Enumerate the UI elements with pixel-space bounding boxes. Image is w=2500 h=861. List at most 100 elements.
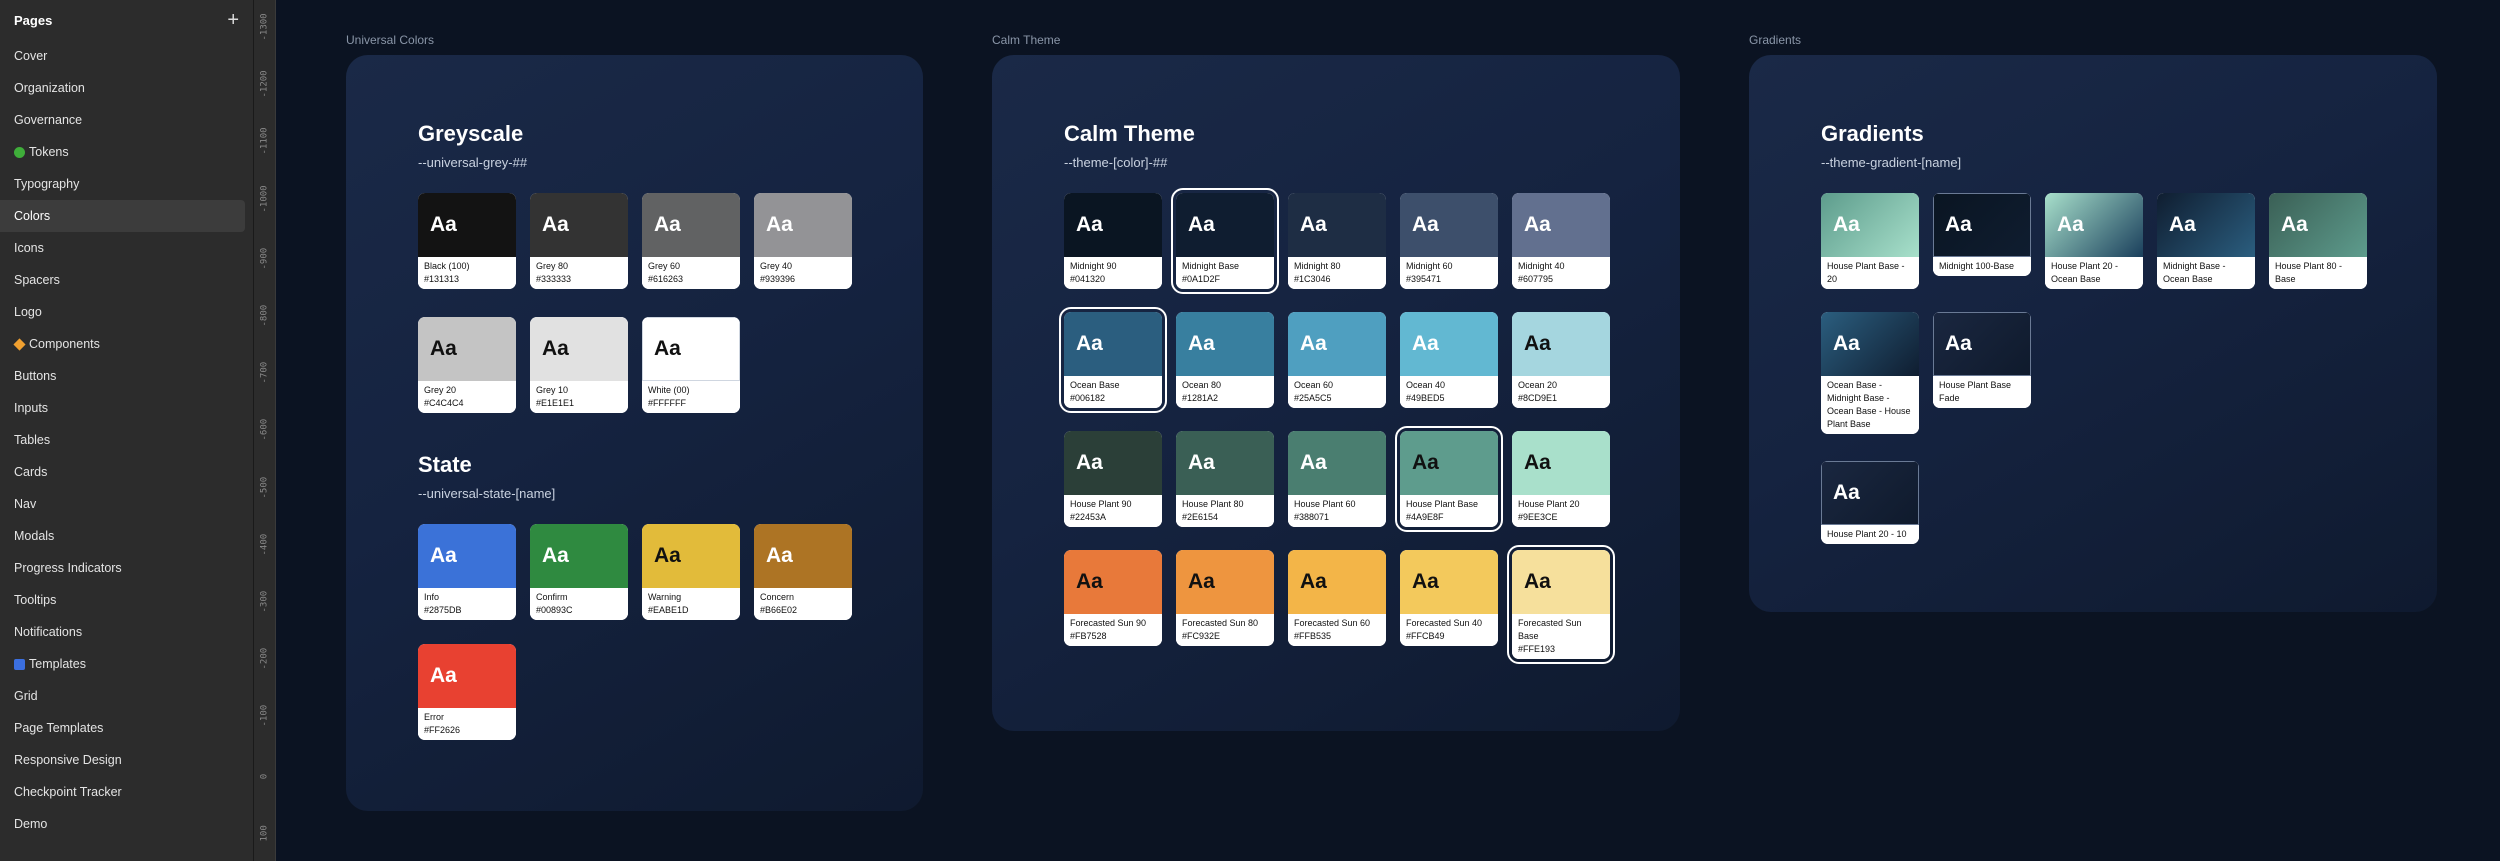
color-swatch[interactable]: Aa Forecasted Sun 60 #FFB535 [1288,550,1386,646]
page-item-cover[interactable]: Cover [0,40,245,72]
swatch-hex: #2E6154 [1182,512,1219,522]
color-swatch[interactable]: Aa Grey 80 #333333 [530,193,628,289]
swatch-sample: Aa [1064,550,1162,614]
page-item-label: Icons [14,241,44,255]
swatch-sample: Aa [1064,312,1162,376]
blue-square-icon [14,658,25,670]
gradient-swatch[interactable]: Aa House Plant 20 - 10 [1821,461,1919,544]
page-item-label: Demo [14,817,48,831]
page-item-governance[interactable]: Governance [0,104,245,136]
swatch-hex: #25A5C5 [1294,393,1332,403]
page-item-inputs[interactable]: Inputs [0,392,245,424]
color-swatch[interactable]: Aa Grey 10 #E1E1E1 [530,317,628,413]
frame-label-universal-colors[interactable]: Universal Colors [346,33,435,47]
gradient-swatch[interactable]: Aa House Plant 80 - Base [2269,193,2367,289]
color-swatch[interactable]: Aa Grey 40 #939396 [754,193,852,289]
page-item-tables[interactable]: Tables [0,424,245,456]
color-swatch[interactable]: Aa Forecasted Sun 40 #FFCB49 [1400,550,1498,646]
page-item-checkpoint-tracker[interactable]: Checkpoint Tracker [0,776,245,808]
color-swatch[interactable]: Aa Ocean 60 #25A5C5 [1288,312,1386,408]
pages-sidebar: Pages + Cover Organization Governance Token… [0,0,254,861]
page-item-grid[interactable]: Grid [0,680,245,712]
page-item-responsive-design[interactable]: Responsive Design [0,744,245,776]
pages-header: Pages + [0,0,253,40]
color-swatch[interactable]: Aa Warning #EABE1D [642,524,740,620]
page-item-tooltips[interactable]: Tooltips [0,584,245,616]
color-swatch[interactable]: Aa White (00) #FFFFFF [642,317,740,413]
swatch-label: Ocean 60 #25A5C5 [1288,376,1386,408]
swatch-sample: Aa [642,193,740,257]
gradients-subtitle: --theme-gradient-[name] [1821,155,1962,170]
page-item-label: Tooltips [14,593,57,607]
page-item-demo[interactable]: Demo [0,808,245,840]
page-item-icons[interactable]: Icons [0,232,245,264]
page-item-label: Typography [14,177,80,191]
swatch-hex: #607795 [1518,274,1554,284]
color-swatch[interactable]: Aa Forecasted Sun Base #FFE193 [1507,545,1615,664]
swatch-hex: #FF2626 [424,725,461,735]
color-swatch[interactable]: Aa Concern #B66E02 [754,524,852,620]
swatch-label: Ocean 40 #49BED5 [1400,376,1498,408]
swatch-sample: Aa [1400,431,1498,495]
color-swatch[interactable]: Aa Midnight 80 #1C3046 [1288,193,1386,289]
color-swatch[interactable]: Aa Info #2875DB [418,524,516,620]
color-swatch[interactable]: Aa House Plant 80 #2E6154 [1176,431,1274,527]
color-swatch[interactable]: Aa House Plant 60 #388071 [1288,431,1386,527]
color-swatch[interactable]: Aa Midnight 40 #607795 [1512,193,1610,289]
swatch-sample: Aa [418,193,516,257]
color-swatch[interactable]: Aa Error #FF2626 [418,644,516,740]
gradient-swatch[interactable]: Aa Midnight 100-Base [1933,193,2031,276]
color-swatch[interactable]: Aa Confirm #00893C [530,524,628,620]
gradient-swatch[interactable]: Aa House Plant 20 - Ocean Base [2045,193,2143,289]
swatch-hex: #006182 [1070,393,1106,403]
pages-title: Pages [14,12,53,28]
page-item-progress-indicators[interactable]: Progress Indicators [0,552,245,584]
gradient-swatch[interactable]: Aa House Plant Base - 20 [1821,193,1919,289]
color-swatch[interactable]: Aa House Plant Base #4A9E8F [1395,426,1503,532]
page-item-tokens[interactable]: Tokens [0,136,245,168]
page-item-colors[interactable]: Colors [0,200,245,232]
ruler-tick: 100 [259,825,270,842]
page-item-spacers[interactable]: Spacers [0,264,245,296]
color-swatch[interactable]: Aa Ocean 40 #49BED5 [1400,312,1498,408]
page-item-nav[interactable]: Nav [0,488,245,520]
color-swatch[interactable]: Aa Midnight 60 #395471 [1400,193,1498,289]
color-swatch[interactable]: Aa House Plant 20 #9EE3CE [1512,431,1610,527]
swatch-name: Grey 20 [424,385,457,395]
color-swatch[interactable]: Aa Midnight 90 #041320 [1064,193,1162,289]
swatch-name: Midnight 100-Base [1933,257,2031,276]
page-item-typography[interactable]: Typography [0,168,245,200]
color-swatch[interactable]: Aa Ocean Base #006182 [1059,307,1167,413]
frame-label-gradients[interactable]: Gradients [1749,33,1802,47]
gradient-swatch[interactable]: Aa Ocean Base - Midnight Base - Ocean Bas… [1821,312,1919,434]
plus-icon[interactable]: + [227,9,239,31]
gradients-frame: Gradients --theme-gradient-[name] Aa Hous… [1749,55,2437,612]
page-item-label: Colors [14,209,51,223]
color-swatch[interactable]: Aa Forecasted Sun 80 #FC932E [1176,550,1274,646]
color-swatch[interactable]: Aa Ocean 80 #1281A2 [1176,312,1274,408]
gradient-swatch[interactable]: Aa Midnight Base - Ocean Base [2157,193,2255,289]
page-item-modals[interactable]: Modals [0,520,245,552]
gradient-swatch[interactable]: Aa House Plant Base Fade [1933,312,2031,408]
page-item-page-templates[interactable]: Page Templates [0,712,245,744]
page-item-organization[interactable]: Organization [0,72,245,104]
swatch-name: Midnight Base - Ocean Base [2157,257,2255,289]
page-item-components[interactable]: Components [0,328,245,360]
page-item-buttons[interactable]: Buttons [0,360,245,392]
color-swatch[interactable]: Aa Midnight Base #0A1D2F [1171,188,1279,294]
swatch-name: Ocean 20 [1518,380,1558,390]
color-swatch[interactable]: Aa Ocean 20 #8CD9E1 [1512,312,1610,408]
page-item-notifications[interactable]: Notifications [0,616,245,648]
color-swatch[interactable]: Aa House Plant 90 #22453A [1064,431,1162,527]
frame-label-calm-theme[interactable]: Calm Theme [992,33,1061,47]
color-swatch[interactable]: Aa Black (100) #131313 [418,193,516,289]
page-item-label: Organization [14,81,85,95]
page-item-cards[interactable]: Cards [0,456,245,488]
page-item-templates[interactable]: Templates [0,648,245,680]
color-swatch[interactable]: Aa Grey 20 #C4C4C4 [418,317,516,413]
page-item-logo[interactable]: Logo [0,296,245,328]
color-swatch[interactable]: Aa Grey 60 #616263 [642,193,740,289]
swatch-name: Ocean Base - Midnight Base - Ocean Base … [1821,376,1919,434]
swatch-label: Midnight 80 #1C3046 [1288,257,1386,289]
color-swatch[interactable]: Aa Forecasted Sun 90 #FB7528 [1064,550,1162,646]
